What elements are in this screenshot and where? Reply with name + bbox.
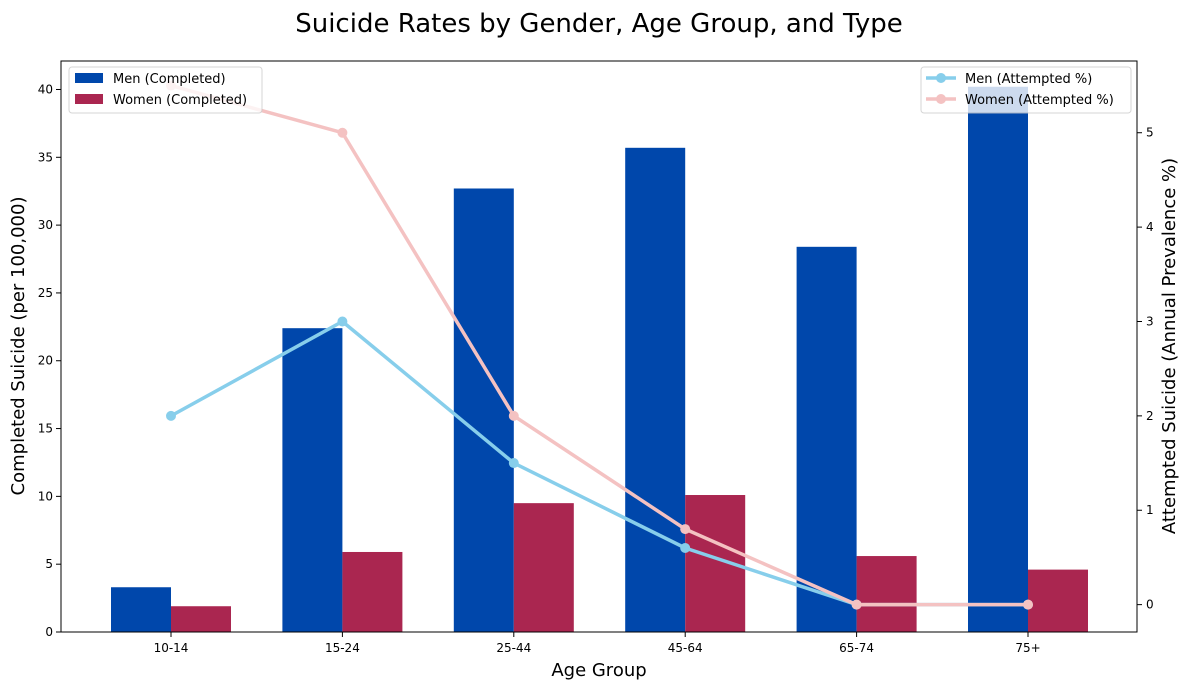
point-men-15-24 xyxy=(337,316,348,327)
bar-women-15-24 xyxy=(342,551,403,632)
chart-title: Suicide Rates by Gender, Age Group, and … xyxy=(295,9,903,39)
plot-frame xyxy=(60,60,1138,633)
legend-label-women-attempted: Women (Attempted %) xyxy=(965,93,1114,108)
point-women-25-44 xyxy=(508,410,519,421)
y-tick-label: 10 xyxy=(38,489,53,503)
bar-women-65-74 xyxy=(856,556,917,632)
y-axis-label: Completed Suicide (per 100,000) xyxy=(8,197,29,496)
bar-men-10-14 xyxy=(111,587,171,632)
x-tick-label: 65-74 xyxy=(839,641,874,655)
y2-tick-label: 5 xyxy=(1146,126,1154,140)
legend-marker xyxy=(936,94,946,104)
x-tick-label: 15-24 xyxy=(325,641,360,655)
legend-swatch-women xyxy=(75,94,103,104)
y2-tick-label: 0 xyxy=(1146,598,1154,612)
point-men-45-64 xyxy=(680,543,691,554)
y-tick-label: 20 xyxy=(38,354,53,368)
y2-tick-label: 4 xyxy=(1146,220,1154,234)
legend-label-women-completed: Women (Completed) xyxy=(113,93,247,108)
line-women-attempted xyxy=(170,83,1028,607)
bar-women-75+ xyxy=(1028,569,1088,632)
point-women-15-24 xyxy=(337,127,348,138)
y2-axis-label: Attempted Suicide (Annual Prevalence %) xyxy=(1159,158,1180,534)
x-axis-label: Age Group xyxy=(551,660,646,681)
y-tick-label: 5 xyxy=(45,557,53,571)
y-tick-label: 25 xyxy=(38,286,53,300)
x-tick-label: 75+ xyxy=(1015,641,1040,655)
legend-attempted: Men (Attempted %) Women (Attempted %) xyxy=(920,66,1132,114)
bar-men-45-64 xyxy=(625,147,686,632)
point-men-10-14 xyxy=(166,410,176,421)
bar-men-15-24 xyxy=(282,328,343,632)
y-tick-label: 40 xyxy=(38,82,53,96)
y-tick-label: 30 xyxy=(38,218,53,232)
y-tick-label: 35 xyxy=(38,150,53,164)
x-tick-label: 45-64 xyxy=(668,641,703,655)
x-tick-label: 25-44 xyxy=(496,641,531,655)
y2-tick-label: 1 xyxy=(1146,503,1154,517)
y-tick-label: 15 xyxy=(38,422,53,436)
bar-men-65-74 xyxy=(796,246,857,632)
legend-label-men-completed: Men (Completed) xyxy=(113,72,226,87)
bar-women-25-44 xyxy=(513,503,574,632)
bar-women-10-14 xyxy=(171,606,231,632)
bar-men-25-44 xyxy=(453,188,514,632)
y2-tick-label: 3 xyxy=(1146,314,1154,328)
legend-label-men-attempted: Men (Attempted %) xyxy=(965,72,1092,87)
legend-swatch-men xyxy=(75,73,103,83)
y2-tick-label: 2 xyxy=(1146,409,1154,423)
y-tick-label: 0 xyxy=(45,625,53,639)
legend-marker xyxy=(936,73,946,83)
legend-completed: Men (Completed) Women (Completed) xyxy=(68,66,263,114)
point-women-45-64 xyxy=(680,524,691,535)
point-women-75+ xyxy=(1023,599,1033,610)
point-men-25-44 xyxy=(508,458,519,469)
x-tick-label: 10-14 xyxy=(154,641,189,655)
point-women-65-74 xyxy=(851,599,862,610)
bar-men-75+ xyxy=(968,86,1028,633)
